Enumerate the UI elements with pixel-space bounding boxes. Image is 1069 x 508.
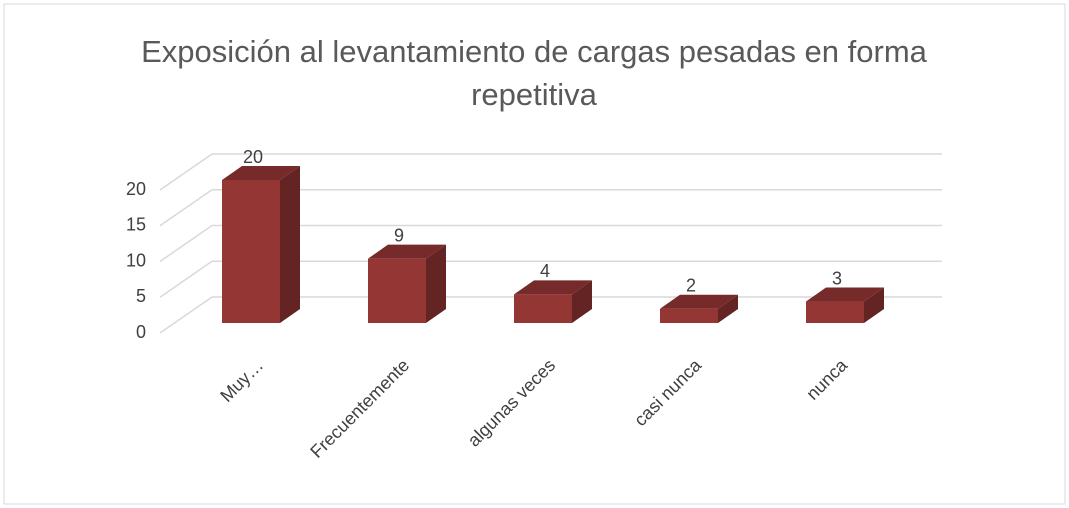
value-label: 2 — [686, 275, 696, 295]
y-tick-label: 10 — [126, 250, 146, 270]
bar-side — [280, 166, 300, 323]
bar-top — [660, 294, 738, 309]
chart-title: Exposición al levantamiento de cargas pe… — [141, 34, 927, 112]
bar-top — [368, 244, 446, 259]
y-tick-label: 0 — [136, 322, 146, 342]
bar-side — [426, 244, 446, 323]
value-label: 4 — [540, 261, 550, 281]
bar-side — [864, 287, 884, 323]
bar — [514, 294, 572, 323]
bar — [368, 258, 426, 323]
bar-side — [718, 294, 738, 323]
value-label: 9 — [394, 225, 404, 245]
grid-line — [159, 153, 213, 191]
grid-line — [159, 224, 213, 263]
y-tick-label: 5 — [136, 286, 146, 306]
bar-top — [222, 166, 300, 180]
grid-line — [159, 260, 213, 298]
bar-side — [572, 280, 592, 323]
y-tick-label: 20 — [126, 179, 146, 199]
bar-top — [806, 287, 884, 302]
bar — [660, 308, 718, 323]
bar — [222, 180, 280, 323]
grid-line — [159, 296, 213, 334]
value-label: 20 — [243, 147, 263, 167]
frame — [3, 3, 1066, 505]
bar-top — [514, 280, 592, 295]
y-tick-label: 15 — [126, 215, 146, 235]
value-label: 3 — [832, 268, 842, 288]
bar — [806, 301, 864, 323]
grid-line — [159, 189, 213, 227]
